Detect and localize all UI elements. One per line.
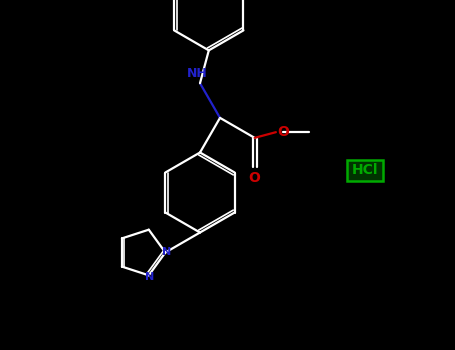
Text: NH: NH: [187, 67, 208, 80]
Text: N: N: [145, 272, 154, 282]
Text: N: N: [162, 246, 171, 257]
FancyBboxPatch shape: [347, 160, 383, 181]
Text: O: O: [278, 125, 289, 139]
Text: O: O: [249, 171, 261, 185]
Text: HCl: HCl: [352, 163, 378, 177]
